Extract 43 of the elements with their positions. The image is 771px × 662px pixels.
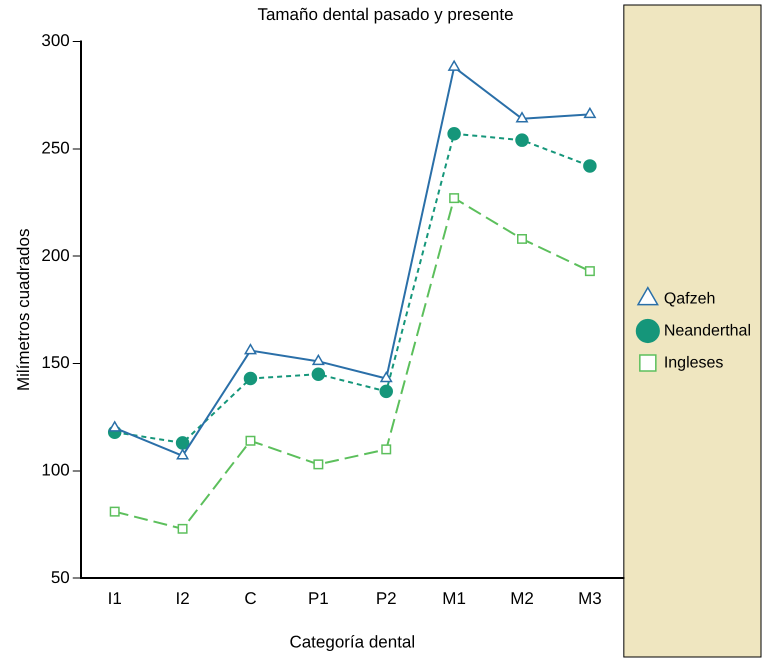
point: [312, 354, 324, 366]
point: [176, 436, 190, 450]
x-tick-label: M1: [442, 589, 466, 608]
y-tick-label: 200: [41, 246, 70, 265]
point: [313, 459, 324, 470]
x-axis-title: Categoría dental: [289, 632, 416, 652]
point: [583, 159, 597, 173]
legend-label: Qafzeh: [664, 290, 716, 308]
point: [515, 133, 529, 147]
point: [449, 193, 460, 204]
point: [584, 108, 596, 118]
chart-title: Tamaño dental pasado y presente: [257, 4, 514, 24]
legend-label: Neanderthal: [664, 322, 751, 340]
point: [380, 372, 392, 382]
y-tick-label: 150: [41, 353, 70, 372]
y-tick-label: 50: [50, 568, 70, 587]
x-tick-label: C: [244, 589, 257, 608]
point: [178, 524, 188, 534]
x-tick-label: I2: [175, 589, 190, 608]
point: [245, 436, 256, 446]
y-tick-label: 300: [41, 31, 70, 50]
point: [110, 506, 120, 517]
y-tick-label: 250: [41, 138, 70, 158]
y-tick-label: 100: [41, 460, 70, 480]
point: [584, 266, 595, 276]
point: [447, 126, 461, 140]
point: [244, 372, 258, 386]
point: [517, 234, 527, 244]
point: [516, 112, 528, 122]
x-tick-label: I1: [108, 589, 122, 608]
point: [379, 384, 393, 398]
point: [381, 444, 392, 454]
x-tick-label: M2: [510, 589, 534, 608]
point: [244, 344, 256, 354]
point: [448, 60, 460, 71]
legend-label: Ingleses: [664, 354, 724, 372]
point: [176, 449, 189, 460]
x-tick-label: M3: [578, 589, 602, 608]
point: [312, 367, 326, 381]
point: [108, 421, 121, 432]
y-axis-title: Milímetros cuadrados: [14, 228, 33, 392]
x-tick-label: P2: [376, 589, 397, 608]
x-tick-label: P1: [308, 589, 329, 608]
